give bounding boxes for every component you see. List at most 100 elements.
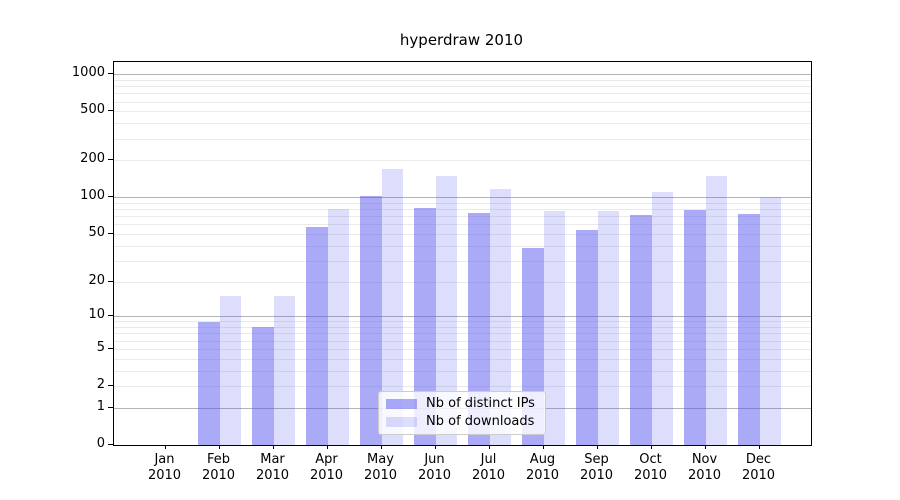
x-tick-label: May 2010	[363, 452, 398, 483]
gridline-major	[114, 316, 811, 318]
gridline-major	[114, 74, 811, 76]
x-tick-label: Mar 2010	[255, 452, 290, 483]
gridline-minor	[114, 138, 811, 140]
gridline-major	[114, 197, 811, 199]
gridline-minor	[114, 260, 811, 262]
gridline-minor	[114, 333, 811, 335]
x-tick-label: Oct 2010	[633, 452, 668, 483]
bar-distinct-ips-mar	[252, 327, 274, 445]
gridline-minor	[114, 203, 811, 204]
legend-entry-downloads: Nb of downloads	[386, 413, 538, 429]
plot-area	[113, 61, 812, 446]
bar-downloads-mar	[273, 296, 295, 445]
legend: Nb of distinct IPs Nb of downloads	[378, 391, 546, 435]
gridline-minor	[114, 327, 811, 329]
gridline-minor	[114, 224, 811, 226]
bar-downloads-oct	[651, 192, 673, 445]
x-tick-label: Jan 2010	[147, 452, 182, 483]
bar-downloads-apr	[327, 209, 349, 445]
y-tick-mark	[108, 280, 113, 282]
y-tick-label: 2	[96, 377, 105, 393]
y-tick-mark	[108, 159, 113, 161]
bar-distinct-ips-apr	[306, 227, 328, 445]
gridline-minor	[114, 281, 811, 283]
x-tick-label: Dec 2010	[741, 452, 776, 483]
bar-distinct-ips-jul	[468, 213, 490, 445]
x-tick-mark	[488, 445, 490, 449]
bar-distinct-ips-may	[360, 195, 382, 445]
gridline-minor	[114, 209, 811, 211]
legend-entry-distinct-ips: Nb of distinct IPs	[386, 397, 538, 411]
x-tick-mark	[326, 445, 328, 449]
y-tick-label: 200	[80, 151, 105, 167]
gridline-minor	[114, 79, 811, 81]
x-tick-label: Sep 2010	[579, 452, 614, 483]
gridline-minor	[114, 321, 811, 323]
gridline-minor	[114, 340, 811, 342]
x-tick-mark	[542, 445, 544, 449]
bar-distinct-ips-dec	[738, 214, 760, 445]
y-tick-label: 100	[80, 188, 105, 204]
bar-downloads-dec	[759, 197, 781, 445]
bar-downloads-sep	[597, 210, 619, 445]
x-tick-label: Aug 2010	[525, 452, 560, 483]
gridline-minor	[114, 370, 811, 372]
y-tick-label: 1	[96, 398, 105, 414]
x-tick-mark	[380, 445, 382, 449]
y-tick-mark	[108, 347, 113, 349]
bar-downloads-may	[381, 169, 403, 445]
bar-downloads-jun	[435, 175, 457, 445]
legend-label-distinct-ips: Nb of distinct IPs	[426, 396, 535, 412]
gridline-minor	[114, 234, 811, 235]
bar-distinct-ips-oct	[630, 214, 652, 445]
y-tick-label: 1000	[71, 65, 105, 81]
gridline-minor	[114, 358, 811, 360]
y-tick-label: 500	[80, 102, 105, 118]
bar-downloads-nov	[705, 175, 727, 445]
bar-distinct-ips-sep	[576, 230, 598, 445]
y-tick-mark	[108, 444, 113, 445]
y-tick-mark	[108, 73, 113, 75]
gridline-minor	[114, 111, 811, 113]
x-tick-mark	[164, 445, 166, 449]
y-tick-mark	[108, 385, 113, 387]
gridline-minor	[114, 348, 811, 350]
x-tick-label: Apr 2010	[309, 452, 344, 483]
x-tick-label: Jul 2010	[471, 452, 506, 483]
bar-distinct-ips-nov	[684, 209, 706, 445]
gridline-minor	[114, 101, 811, 103]
x-tick-mark	[218, 445, 220, 449]
gridline-minor	[114, 386, 811, 388]
x-tick-mark	[704, 445, 706, 449]
bar-distinct-ips-jun	[414, 207, 436, 445]
gridline-minor	[114, 216, 811, 218]
bar-downloads-feb	[219, 296, 241, 445]
y-tick-mark	[108, 406, 113, 408]
y-tick-mark	[108, 233, 113, 234]
legend-swatch-distinct-ips	[386, 399, 417, 410]
y-tick-mark	[108, 315, 113, 317]
bar-distinct-ips-feb	[198, 321, 220, 445]
x-tick-label: Jun 2010	[417, 452, 452, 483]
legend-swatch-downloads	[386, 416, 417, 427]
x-tick-mark	[434, 445, 436, 449]
x-tick-mark	[650, 445, 652, 449]
y-tick-label: 0	[96, 436, 105, 451]
bar-downloads-jul	[489, 188, 511, 445]
gridline-minor	[114, 245, 811, 247]
gridline-minor	[114, 160, 811, 162]
x-tick-label: Feb 2010	[201, 452, 236, 483]
y-tick-mark	[108, 196, 113, 198]
gridline-minor	[114, 86, 811, 88]
x-tick-mark	[758, 445, 760, 449]
y-tick-label: 10	[88, 307, 105, 323]
y-tick-label: 20	[88, 272, 105, 288]
x-tick-mark	[596, 445, 598, 449]
gridline-minor	[114, 123, 811, 125]
x-tick-mark	[272, 445, 274, 449]
y-tick-mark	[108, 110, 113, 112]
gridline-minor	[114, 93, 811, 95]
legend-label-downloads: Nb of downloads	[426, 413, 535, 429]
x-tick-label: Nov 2010	[687, 452, 722, 483]
